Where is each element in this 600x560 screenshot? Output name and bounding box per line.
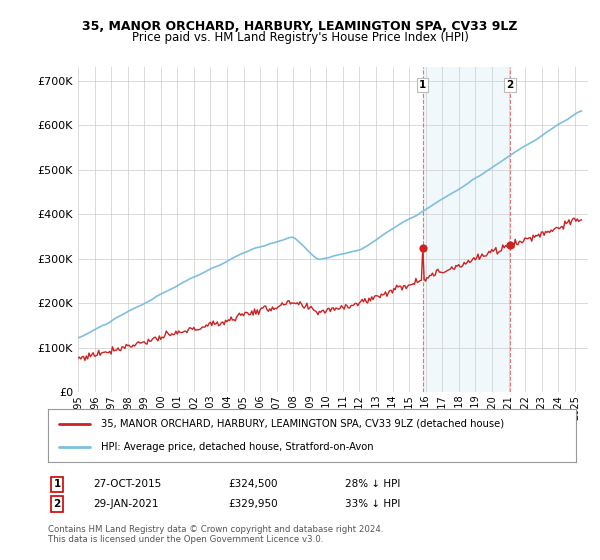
Text: 1: 1 [53, 479, 61, 489]
Text: 35, MANOR ORCHARD, HARBURY, LEAMINGTON SPA, CV33 9LZ (detached house): 35, MANOR ORCHARD, HARBURY, LEAMINGTON S… [101, 419, 504, 429]
Text: 33% ↓ HPI: 33% ↓ HPI [345, 499, 400, 509]
Text: Price paid vs. HM Land Registry's House Price Index (HPI): Price paid vs. HM Land Registry's House … [131, 31, 469, 44]
Text: 28% ↓ HPI: 28% ↓ HPI [345, 479, 400, 489]
Text: 29-JAN-2021: 29-JAN-2021 [93, 499, 158, 509]
Bar [423, 67, 510, 392]
Text: 2: 2 [506, 80, 514, 90]
Text: 2: 2 [53, 499, 61, 509]
Text: £329,950: £329,950 [228, 499, 278, 509]
Text: 27-OCT-2015: 27-OCT-2015 [93, 479, 161, 489]
Text: HPI: Average price, detached house, Stratford-on-Avon: HPI: Average price, detached house, Stra… [101, 442, 373, 452]
Point [505, 241, 514, 250]
Text: 1: 1 [419, 80, 427, 90]
Text: £324,500: £324,500 [228, 479, 277, 489]
Text: Contains HM Land Registry data © Crown copyright and database right 2024.: Contains HM Land Registry data © Crown c… [48, 525, 383, 534]
Text: 35, MANOR ORCHARD, HARBURY, LEAMINGTON SPA, CV33 9LZ: 35, MANOR ORCHARD, HARBURY, LEAMINGTON S… [82, 20, 518, 32]
Point [418, 243, 428, 252]
Text: This data is licensed under the Open Government Licence v3.0.: This data is licensed under the Open Gov… [48, 535, 323, 544]
